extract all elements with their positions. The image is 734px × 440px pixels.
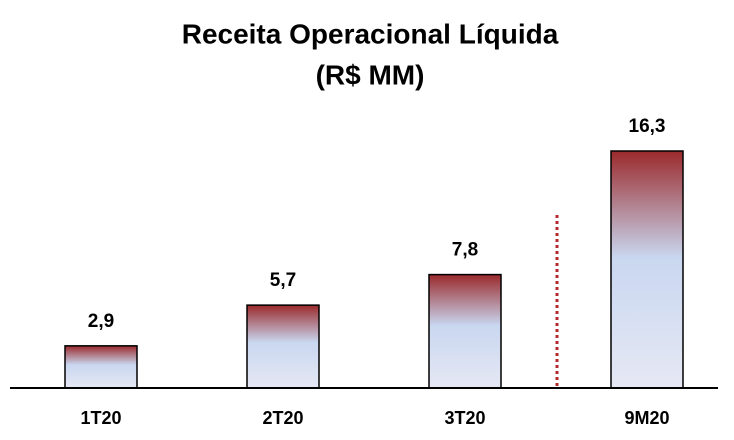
chart-subtitle: (R$ MM) xyxy=(316,59,425,90)
value-label: 2,9 xyxy=(88,311,114,332)
bar xyxy=(246,304,320,389)
bars xyxy=(64,150,684,389)
value-label: 16,3 xyxy=(629,116,666,137)
bar xyxy=(428,273,502,389)
bar xyxy=(64,345,138,389)
bar xyxy=(610,150,684,389)
x-tick-label: 2T20 xyxy=(262,408,303,428)
x-tick-label: 3T20 xyxy=(444,408,485,428)
x-tick-label: 9M20 xyxy=(624,408,669,428)
x-tick-label: 1T20 xyxy=(80,408,121,428)
chart-title: Receita Operacional Líquida xyxy=(182,18,559,49)
value-label: 5,7 xyxy=(270,270,296,291)
value-label: 7,8 xyxy=(452,240,478,261)
